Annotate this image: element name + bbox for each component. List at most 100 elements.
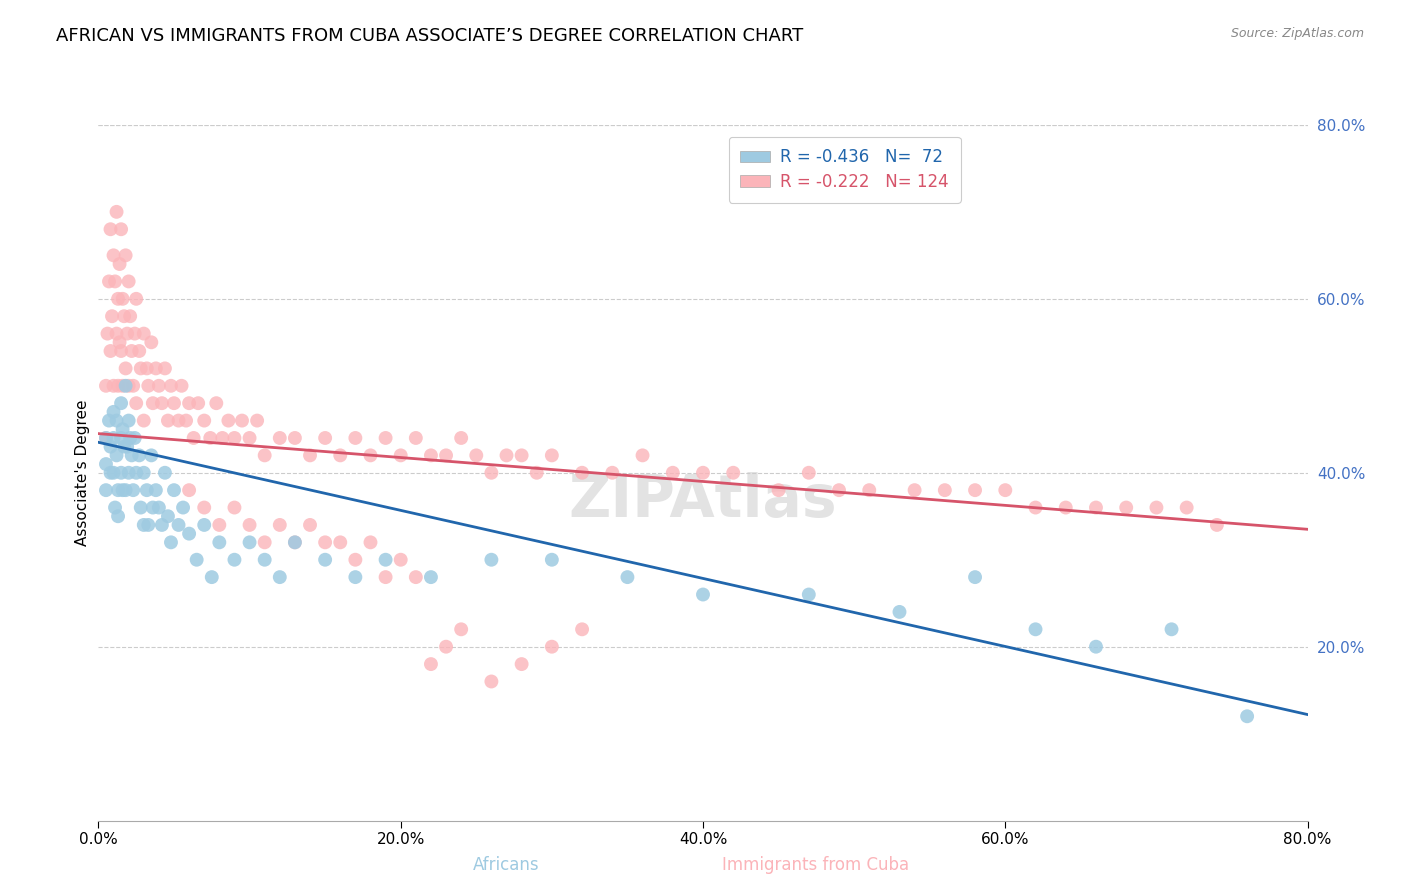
Point bbox=[797, 466, 820, 480]
Point bbox=[1024, 623, 1046, 637]
Point bbox=[1115, 500, 1137, 515]
Text: Africans: Africans bbox=[472, 855, 540, 873]
Point bbox=[253, 552, 276, 567]
Point bbox=[163, 396, 186, 410]
Point bbox=[103, 378, 125, 392]
Point bbox=[389, 448, 412, 462]
Point bbox=[132, 517, 155, 532]
Point bbox=[208, 535, 231, 549]
Point bbox=[344, 552, 367, 567]
Point bbox=[110, 222, 132, 236]
Point bbox=[481, 552, 503, 567]
Text: AFRICAN VS IMMIGRANTS FROM CUBA ASSOCIATE’S DEGREE CORRELATION CHART: AFRICAN VS IMMIGRANTS FROM CUBA ASSOCIAT… bbox=[56, 27, 803, 45]
Point bbox=[329, 448, 352, 462]
Point bbox=[167, 414, 190, 428]
Point bbox=[571, 623, 593, 637]
Point bbox=[105, 414, 128, 428]
Point bbox=[107, 509, 129, 524]
Point bbox=[110, 431, 132, 445]
Text: Immigrants from Cuba: Immigrants from Cuba bbox=[721, 855, 910, 873]
Point bbox=[434, 640, 457, 654]
Point bbox=[114, 378, 136, 392]
Point bbox=[104, 274, 127, 288]
Point bbox=[1175, 500, 1198, 515]
Point bbox=[111, 422, 134, 436]
Point bbox=[105, 205, 128, 219]
Point bbox=[246, 414, 269, 428]
Point bbox=[389, 552, 412, 567]
Point bbox=[1024, 500, 1046, 515]
Point bbox=[132, 414, 155, 428]
Point bbox=[170, 378, 193, 392]
Point bbox=[121, 448, 143, 462]
Point bbox=[100, 222, 122, 236]
Point bbox=[150, 517, 173, 532]
Point bbox=[112, 440, 135, 454]
Point bbox=[94, 431, 117, 445]
Point bbox=[136, 378, 159, 392]
Point bbox=[253, 535, 276, 549]
Point bbox=[145, 361, 167, 376]
Point bbox=[231, 414, 253, 428]
Point bbox=[420, 657, 443, 671]
Point bbox=[122, 378, 145, 392]
Point bbox=[100, 466, 122, 480]
Point bbox=[217, 414, 239, 428]
Point bbox=[124, 326, 146, 341]
Point bbox=[1206, 517, 1229, 532]
Point bbox=[465, 448, 488, 462]
Point bbox=[420, 570, 443, 584]
Point bbox=[179, 396, 201, 410]
Point bbox=[208, 517, 231, 532]
Point bbox=[135, 483, 157, 497]
Point bbox=[768, 483, 790, 497]
Point bbox=[420, 448, 443, 462]
Point bbox=[1160, 623, 1182, 637]
Point bbox=[129, 361, 152, 376]
Point bbox=[153, 466, 176, 480]
Point bbox=[156, 414, 179, 428]
Point bbox=[434, 448, 457, 462]
Point bbox=[110, 396, 132, 410]
Point bbox=[103, 466, 125, 480]
Point bbox=[481, 466, 503, 480]
Point bbox=[374, 552, 396, 567]
Point bbox=[115, 326, 138, 341]
Point bbox=[934, 483, 956, 497]
Point bbox=[253, 448, 276, 462]
Point bbox=[118, 274, 141, 288]
Point bbox=[374, 570, 396, 584]
Point bbox=[360, 535, 382, 549]
Point bbox=[269, 517, 291, 532]
Point bbox=[98, 414, 121, 428]
Point bbox=[179, 483, 201, 497]
Point bbox=[1085, 640, 1108, 654]
Point bbox=[136, 517, 159, 532]
Point bbox=[193, 500, 215, 515]
Point bbox=[121, 343, 143, 358]
Point bbox=[156, 509, 179, 524]
Point bbox=[118, 414, 141, 428]
Point bbox=[631, 448, 654, 462]
Point bbox=[224, 500, 246, 515]
Point bbox=[103, 431, 125, 445]
Point bbox=[128, 343, 150, 358]
Point bbox=[239, 517, 262, 532]
Point bbox=[96, 326, 118, 341]
Point bbox=[239, 431, 262, 445]
Point bbox=[141, 448, 163, 462]
Point bbox=[142, 500, 165, 515]
Point bbox=[224, 552, 246, 567]
Point bbox=[1144, 500, 1167, 515]
Point bbox=[797, 587, 820, 601]
Point bbox=[107, 483, 129, 497]
Point bbox=[124, 431, 146, 445]
Point bbox=[540, 552, 562, 567]
Point bbox=[1236, 709, 1258, 723]
Point bbox=[1054, 500, 1077, 515]
Point bbox=[692, 587, 714, 601]
Point bbox=[1085, 500, 1108, 515]
Point bbox=[284, 535, 307, 549]
Point bbox=[141, 335, 163, 350]
Point bbox=[114, 248, 136, 262]
